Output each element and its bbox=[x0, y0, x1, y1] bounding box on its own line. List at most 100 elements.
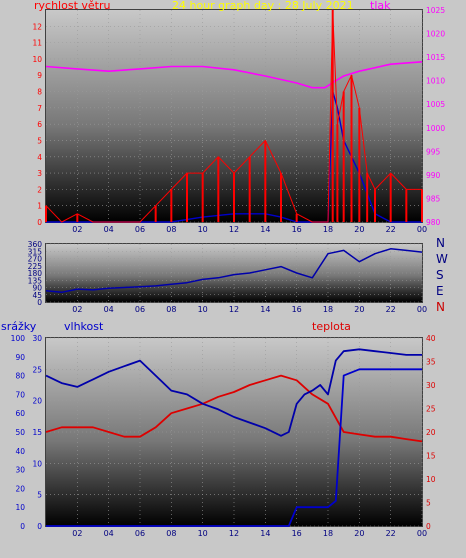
y-tick-label: 0 bbox=[37, 218, 42, 227]
x-tick-label: 20 bbox=[354, 529, 364, 538]
y-tick-label: 30 bbox=[15, 466, 25, 475]
y-tick-label: 70 bbox=[15, 390, 25, 399]
y-tick-label: 10 bbox=[32, 55, 42, 64]
x-tick-label: 06 bbox=[135, 529, 145, 538]
y-tick-label: 0 bbox=[37, 522, 42, 531]
x-tick-label: 12 bbox=[229, 305, 239, 314]
y-tick-label: 15 bbox=[426, 452, 436, 461]
y-tick-label: 1005 bbox=[426, 100, 445, 109]
y-tick-label: 270 bbox=[28, 255, 43, 264]
y-tick-label: 1025 bbox=[426, 6, 445, 15]
x-tick-label: 22 bbox=[386, 529, 396, 538]
y-tick-label: 3 bbox=[37, 169, 42, 178]
x-tick-label: 18 bbox=[323, 529, 333, 538]
y-tick-label: 135 bbox=[28, 276, 43, 285]
x-tick-label: 16 bbox=[292, 529, 302, 538]
y-tick-label: 30 bbox=[32, 334, 42, 343]
y-tick-label: 1 bbox=[37, 202, 42, 211]
x-tick-label: 18 bbox=[323, 225, 333, 234]
y-tick-label: 985 bbox=[426, 194, 441, 203]
x-tick-label: 06 bbox=[135, 225, 145, 234]
y-tick-label: 8 bbox=[37, 88, 42, 97]
y-tick-label: 100 bbox=[11, 334, 26, 343]
y-tick-label: 60 bbox=[15, 409, 25, 418]
y-tick-label: 315 bbox=[28, 247, 43, 256]
x-tick-label: 02 bbox=[72, 529, 82, 538]
y-tick-label: 45 bbox=[32, 291, 42, 300]
x-tick-label: 08 bbox=[166, 529, 176, 538]
y-tick-label: 0 bbox=[37, 298, 42, 307]
y-tick-label: 50 bbox=[15, 428, 25, 437]
y-tick-label: 12 bbox=[32, 22, 42, 31]
y-tick-label: 10 bbox=[32, 459, 42, 468]
y-tick-label: 4 bbox=[37, 153, 42, 162]
y-tick-label: 90 bbox=[32, 284, 42, 293]
x-tick-label: 00 bbox=[417, 305, 427, 314]
x-tick-label: 02 bbox=[72, 225, 82, 234]
x-tick-label: 22 bbox=[386, 305, 396, 314]
x-tick-label: 18 bbox=[323, 305, 333, 314]
y-tick-label: 225 bbox=[28, 262, 43, 271]
x-tick-label: 10 bbox=[198, 225, 208, 234]
x-tick-label: 16 bbox=[292, 305, 302, 314]
y-tick-label: 20 bbox=[15, 484, 25, 493]
temperature-line bbox=[45, 374, 423, 443]
x-tick-label: 08 bbox=[166, 305, 176, 314]
x-tick-label: 16 bbox=[292, 225, 302, 234]
y-tick-label: 995 bbox=[426, 147, 441, 156]
humidity-line bbox=[45, 348, 422, 437]
y-tick-label: 11 bbox=[32, 39, 42, 48]
y-tick-label: 360 bbox=[28, 240, 43, 249]
pressure-line bbox=[45, 61, 423, 89]
y-tick-label: 25 bbox=[426, 405, 436, 414]
plot-border-2 bbox=[45, 243, 423, 303]
y-tick-label: 0 bbox=[426, 522, 431, 531]
x-tick-label: 14 bbox=[260, 305, 270, 314]
y-tick-label: 80 bbox=[15, 372, 25, 381]
x-tick-label: 12 bbox=[229, 529, 239, 538]
y-tick-label: 40 bbox=[426, 334, 436, 343]
x-tick-label: 08 bbox=[166, 225, 176, 234]
x-tick-label: 20 bbox=[354, 225, 364, 234]
x-tick-label: 06 bbox=[135, 305, 145, 314]
y-tick-label: 6 bbox=[37, 120, 42, 129]
y-tick-label: 990 bbox=[426, 171, 441, 180]
y-tick-label: 40 bbox=[15, 447, 25, 456]
wind-speed-line bbox=[45, 9, 422, 223]
y-tick-label: 90 bbox=[15, 353, 25, 362]
y-tick-label: 180 bbox=[28, 269, 43, 278]
y-tick-label: 5 bbox=[426, 499, 431, 508]
x-tick-label: 10 bbox=[198, 305, 208, 314]
y-tick-label: 35 bbox=[426, 358, 436, 367]
y-tick-label: 20 bbox=[32, 397, 42, 406]
y-tick-label: 2 bbox=[37, 185, 42, 194]
x-tick-label: 00 bbox=[417, 225, 427, 234]
y-tick-label: 30 bbox=[426, 381, 436, 390]
y-tick-label: 15 bbox=[32, 428, 42, 437]
x-tick-label: 04 bbox=[104, 225, 114, 234]
y-tick-label: 7 bbox=[37, 104, 42, 113]
y-tick-label: 9 bbox=[37, 71, 42, 80]
y-tick-label: 10 bbox=[15, 503, 25, 512]
y-tick-label: 1020 bbox=[426, 30, 445, 39]
plot-border-1 bbox=[45, 9, 423, 223]
x-tick-label: 04 bbox=[104, 305, 114, 314]
y-tick-label: 0 bbox=[20, 522, 25, 531]
y-tick-label: 10 bbox=[426, 475, 436, 484]
x-tick-label: 14 bbox=[260, 529, 270, 538]
rain-line bbox=[46, 368, 422, 527]
y-tick-label: 20 bbox=[426, 428, 436, 437]
x-tick-label: 20 bbox=[354, 305, 364, 314]
x-tick-label: 10 bbox=[198, 529, 208, 538]
y-tick-label: 5 bbox=[37, 136, 42, 145]
y-tick-label: 25 bbox=[32, 365, 42, 374]
x-tick-label: 12 bbox=[229, 225, 239, 234]
y-tick-label: 1000 bbox=[426, 124, 445, 133]
y-tick-label: 1015 bbox=[426, 53, 445, 62]
wind-direction-line bbox=[45, 248, 423, 294]
y-tick-label: 1010 bbox=[426, 77, 445, 86]
x-tick-label: 00 bbox=[417, 529, 427, 538]
x-tick-label: 04 bbox=[104, 529, 114, 538]
x-tick-label: 14 bbox=[260, 225, 270, 234]
